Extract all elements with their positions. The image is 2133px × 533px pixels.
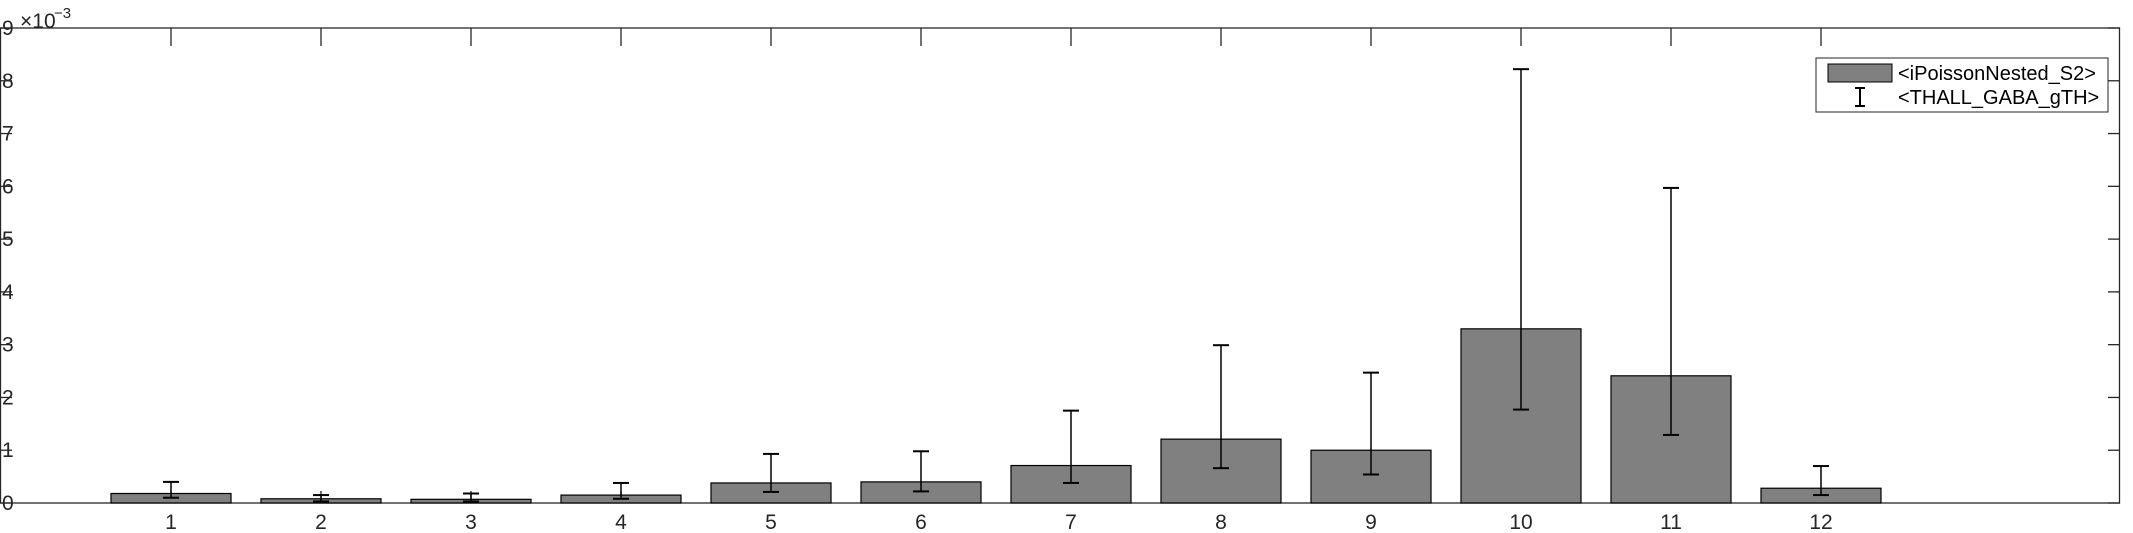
y-tick-label: 1 [2,439,14,462]
error-bar [1513,68,1529,411]
y-scale-exponent: −3 [54,5,71,22]
legend: <iPoissonNested_S2> <THALL_GABA_gTH> [1815,57,2109,113]
x-tick-label: 11 [1660,511,1682,533]
error-bar [913,450,929,493]
error-bar [763,452,779,493]
error-bar [163,480,179,499]
x-tick-label: 5 [765,511,777,533]
error-bar [1363,371,1379,476]
x-tick-label: 8 [1215,511,1227,533]
x-tick-label: 1 [165,511,177,533]
y-tick-label: 3 [2,334,14,357]
error-bar [613,481,629,500]
x-tick-label: 6 [915,511,927,533]
x-tick-label: 10 [1509,511,1532,533]
y-tick-label: 4 [2,281,14,304]
error-bar [463,492,479,503]
error-bar [1663,186,1679,436]
x-tick-label: 2 [315,511,327,533]
x-tick-label: 9 [1365,511,1377,533]
axes [0,27,2121,504]
y-tick-label: 8 [2,70,14,93]
x-tick-label: 12 [1809,511,1832,533]
error-bar [313,494,329,503]
error-bar [1063,409,1079,484]
x-tick-label: 7 [1065,511,1077,533]
error-bar [1213,344,1229,470]
bar [1010,464,1132,504]
y-tick-label: 5 [2,228,14,251]
legend-bar-swatch [1827,63,1893,83]
error-bar [1813,465,1829,497]
y-tick-label: 2 [2,386,14,409]
y-tick-label: 0 [2,492,14,515]
legend-label-bar: <iPoissonNested_S2> [1898,63,2096,85]
bars [110,328,1882,504]
y-scale-multiplier: ×10 [20,10,56,33]
error-bars [163,68,1829,503]
x-tick-label: 4 [615,511,627,533]
y-tick-label: 9 [2,17,14,40]
plot-frame [0,27,2121,504]
y-tick-label: 6 [2,175,14,198]
y-tick-label: 7 [2,123,14,146]
legend-label-errorbar: <THALL_GABA_gTH> [1898,87,2099,109]
legend-errorbar-swatch [1855,87,1865,107]
x-tick-label: 3 [465,511,477,533]
bar [1160,438,1282,504]
